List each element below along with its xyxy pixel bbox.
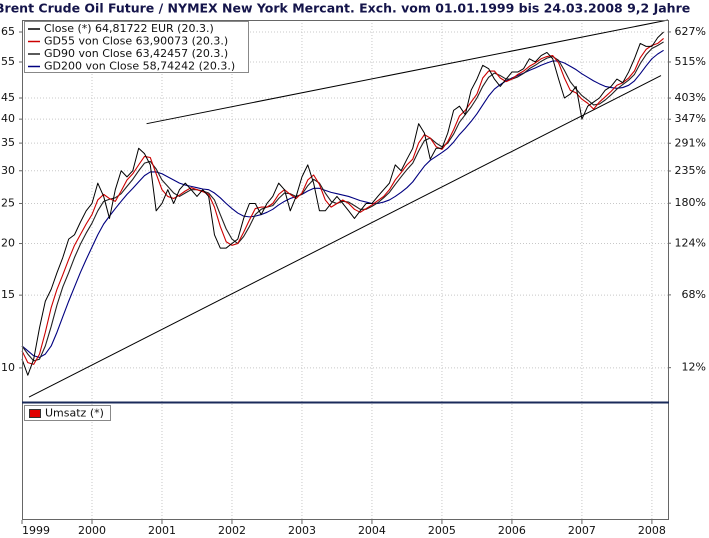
legend-label: GD90 von Close 63,42457 (20.3.) <box>44 47 228 60</box>
overlay: 65 55 45 40 35 30 25 20 15 10 627% 515% 403% 347% 291%… <box>1 21 706 537</box>
y2-tick-label: 627% <box>675 25 706 38</box>
y-tick-label: 20 <box>1 237 15 250</box>
x-tick-label: 2001 <box>148 524 176 537</box>
legend-label: Close (*) 64,81722 EUR (20.3.) <box>44 22 214 35</box>
y2-tick-label: 124% <box>675 236 706 249</box>
y2-tick-label: 347% <box>675 112 706 125</box>
plot-frame <box>22 20 669 520</box>
y-tick-label: 65 <box>1 25 15 38</box>
y-tick-label: 15 <box>1 288 15 301</box>
y-tick-label: 10 <box>1 361 15 374</box>
x-tick-label: 2004 <box>358 524 386 537</box>
lower-legend-box <box>24 405 111 421</box>
grid <box>22 20 668 520</box>
lower-legend-label: Umsatz (*) <box>45 407 104 420</box>
y2-tick-label: 235% <box>675 164 706 177</box>
y-tick-label: 45 <box>1 91 15 104</box>
y2-tick-label: 403% <box>675 91 706 104</box>
x-tick-label: 2006 <box>498 524 526 537</box>
x-tick-label: 2002 <box>218 524 246 537</box>
y-tick-label: 35 <box>1 136 15 149</box>
x-tick-label: 2005 <box>428 524 456 537</box>
series-line <box>21 38 664 365</box>
y2-tick-label: 291% <box>675 136 706 149</box>
x-tick-label: 2008 <box>638 524 666 537</box>
y2-tick-label: 12% <box>682 361 706 374</box>
y2-tick-label: 180% <box>675 196 706 209</box>
y-tick-label: 40 <box>1 112 15 125</box>
y-tick-label: 30 <box>1 164 15 177</box>
lower-legend-swatch <box>29 409 41 418</box>
x-tick-label: 1999 <box>22 524 50 537</box>
series-line <box>21 41 664 362</box>
x-tick-label: 2000 <box>78 524 106 537</box>
legend-box <box>24 21 249 73</box>
x-tick-label: 2007 <box>568 524 596 537</box>
lower-legend: Umsatz (*) <box>24 405 111 421</box>
legend-label: GD200 von Close 58,74242 (20.3.) <box>44 60 235 73</box>
y-tick-label: 55 <box>1 55 15 68</box>
legend-label: GD55 von Close 63,90073 (20.3.) <box>44 35 228 48</box>
trend-line <box>146 19 669 125</box>
y2-tick-label: 68% <box>682 288 706 301</box>
series-line <box>21 31 664 376</box>
x-tick-label: 2003 <box>288 524 316 537</box>
plot <box>21 19 669 398</box>
legend: Close (*) 64,81722 EUR (20.3.)GD55 von C… <box>24 21 249 73</box>
y2-tick-label: 515% <box>675 55 706 68</box>
chart-title: Brent Crude Oil Future / NYMEX New York … <box>0 1 690 16</box>
y-tick-label: 25 <box>1 196 15 209</box>
trend-line <box>28 75 662 398</box>
